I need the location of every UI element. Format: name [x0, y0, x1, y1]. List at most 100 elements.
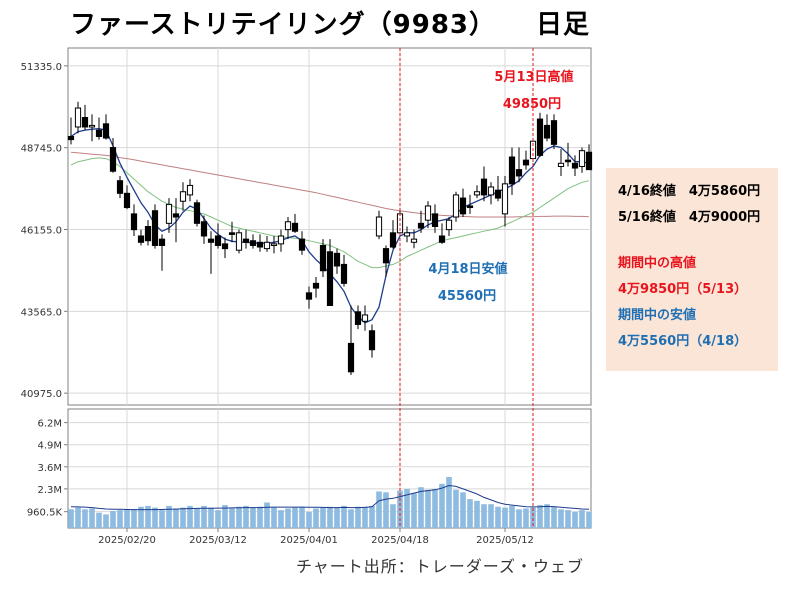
price-tick-label: 51335.0	[21, 62, 62, 73]
candle-body	[256, 241, 264, 248]
volume-bar	[229, 508, 235, 528]
volume-bar	[390, 504, 396, 528]
volume-bar	[285, 508, 291, 528]
period-high-value: 4万9850円（5/13）	[618, 282, 748, 297]
volume-bar	[131, 509, 137, 528]
volume-bar	[481, 504, 487, 528]
volume-bar	[418, 487, 424, 528]
price-tick-label: 40975.0	[21, 389, 62, 400]
candle-body	[487, 186, 495, 196]
candle-body	[508, 156, 516, 185]
candle-body	[361, 314, 369, 322]
candle-body	[347, 342, 355, 373]
volume-bar	[495, 506, 501, 528]
candle-body	[312, 282, 320, 289]
candle-body	[431, 213, 439, 228]
volume-bar	[152, 507, 158, 528]
candle-body	[319, 244, 327, 272]
volume-bar	[173, 508, 179, 528]
volume-bar	[530, 507, 536, 528]
high-annotation-line1: 5月13日高値	[494, 69, 573, 85]
candle-body	[193, 202, 201, 224]
volume-bar	[222, 505, 228, 528]
candle-body	[571, 162, 579, 169]
volume-bar	[159, 510, 165, 528]
candle-body	[305, 292, 313, 300]
volume-bar	[383, 492, 389, 528]
candle-body	[333, 252, 341, 267]
volume-bar	[257, 506, 263, 528]
volume-bar	[411, 493, 417, 528]
candle-body	[522, 159, 530, 166]
candle-body	[249, 240, 257, 246]
candle-body	[550, 120, 558, 145]
candle-body	[88, 124, 96, 128]
volume-bar	[348, 509, 354, 528]
candle-body	[459, 197, 467, 215]
volume-bar	[82, 509, 88, 528]
volume-bar	[75, 507, 81, 528]
high-annotation-line2: 49850円	[503, 97, 561, 112]
candle-body	[354, 311, 362, 325]
period-low-value: 4万5560円（4/18）	[618, 334, 748, 349]
price-tick-label: 46155.0	[21, 226, 62, 237]
date-tick-label: 2025/04/18	[371, 535, 429, 546]
volume-bar	[264, 502, 270, 528]
volume-bar	[432, 488, 438, 528]
candle-body	[536, 118, 544, 156]
volume-bar	[194, 508, 200, 528]
candle-body	[200, 221, 208, 237]
candle-body	[382, 248, 390, 264]
volume-bar	[236, 506, 242, 528]
volume-bar	[586, 511, 592, 528]
period-low-label: 期間中の安値	[618, 308, 697, 323]
date-tick-label: 2025/05/12	[476, 535, 534, 546]
candle-body	[291, 222, 299, 232]
volume-tick-label: 3.6M	[37, 463, 62, 474]
date-tick-label: 2025/02/20	[98, 535, 156, 546]
low-annotation-line1: 4月18日安値	[428, 261, 507, 277]
candle-body	[515, 169, 523, 177]
close-0416: 4/16終値 4万5860円	[618, 184, 761, 199]
candle-body	[466, 205, 474, 209]
candle-body	[263, 241, 271, 250]
candle-body	[473, 191, 481, 196]
info-panel: 4/16終値 4万5860円 5/16終値 4万9000円 期間中の高値 4万9…	[606, 168, 778, 371]
volume-bar	[369, 505, 375, 528]
candle-body	[326, 251, 334, 306]
volume-bar	[320, 507, 326, 528]
volume-bar	[474, 500, 480, 528]
volume-bar	[110, 511, 116, 528]
candle-body	[242, 238, 250, 243]
volume-bar	[138, 506, 144, 528]
volume-bar	[558, 509, 564, 528]
candle-body	[214, 235, 222, 246]
volume-bar	[166, 505, 172, 528]
candle-body	[270, 243, 278, 246]
volume-bar	[103, 514, 109, 528]
candle-body	[67, 135, 75, 141]
candle-body	[228, 232, 236, 235]
price-tick-label: 43565.0	[21, 307, 62, 318]
volume-bar	[341, 505, 347, 528]
candle-body	[95, 129, 103, 137]
volume-bar	[537, 505, 543, 528]
volume-bar	[306, 511, 312, 528]
volume-bar	[502, 507, 508, 528]
volume-bar	[516, 509, 522, 528]
title-stock-name: ファーストリテイリング（9983）	[69, 10, 497, 40]
candle-body	[543, 124, 551, 139]
ma-long-line	[70, 151, 590, 218]
volume-tick-label: 6.2M	[37, 419, 62, 430]
candle-body	[389, 232, 397, 248]
candle-body	[123, 192, 131, 209]
volume-bar	[523, 508, 529, 528]
chart-title: ファーストリテイリング（9983） 日足	[0, 4, 660, 41]
price-tick-label: 48745.0	[21, 144, 62, 155]
candle-body	[501, 183, 509, 215]
candle-body	[235, 232, 243, 251]
candle-body	[585, 151, 593, 171]
volume-bar	[572, 511, 578, 528]
candle-body	[207, 238, 215, 243]
